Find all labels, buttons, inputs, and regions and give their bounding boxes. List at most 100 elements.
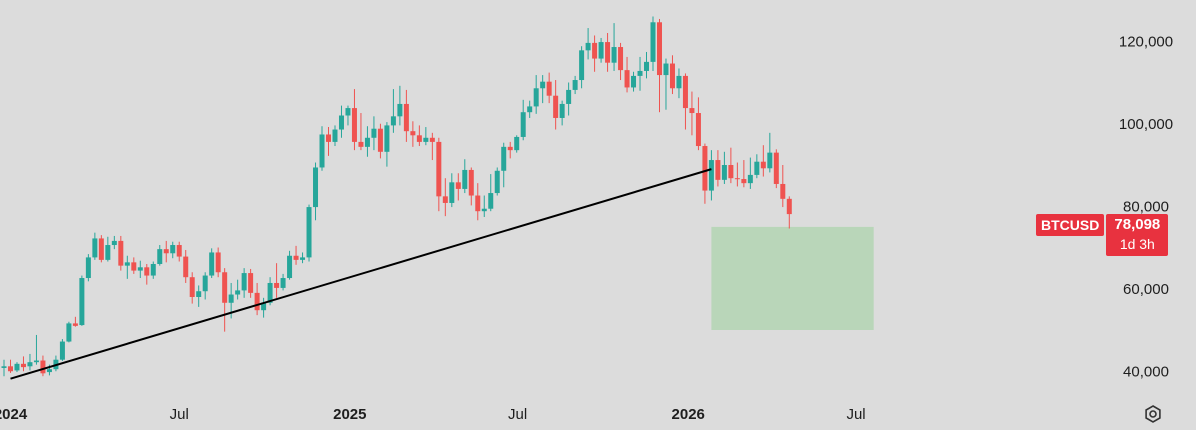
candle-body (20, 363, 26, 368)
candle-body (410, 131, 416, 136)
candle-body (442, 196, 448, 203)
candle-body (66, 323, 72, 342)
candle-body (728, 165, 734, 179)
candle-body (390, 116, 396, 126)
candle-body (92, 238, 98, 258)
y-tick-label: 120,000 (1119, 33, 1173, 50)
candles-group (1, 16, 792, 377)
candle-body (592, 42, 598, 59)
candle-body (644, 61, 650, 71)
candle-body (488, 193, 494, 209)
candle-body (624, 70, 630, 88)
settings-icon[interactable] (1143, 404, 1163, 424)
candle-body (137, 267, 143, 271)
candle-body (313, 167, 319, 208)
candle-body (507, 146, 513, 151)
candle-body (124, 262, 130, 266)
candle-body (46, 369, 52, 373)
candle-body (157, 249, 163, 264)
candle-body (741, 179, 747, 184)
candle-body (780, 183, 786, 199)
candle-body (319, 134, 325, 168)
candle-body (338, 115, 344, 130)
candle-body (754, 161, 760, 175)
candle-body (287, 255, 293, 279)
bar-countdown: 1d 3h (1119, 236, 1155, 252)
candle-body (429, 137, 435, 142)
candle-body (215, 252, 221, 273)
candle-body (189, 277, 195, 297)
candle-body (248, 273, 254, 293)
candle-body (235, 290, 241, 295)
candle-body (98, 238, 104, 260)
symbol-label: BTCUSD (1036, 214, 1105, 236)
candle-body (585, 42, 591, 51)
candle-body (111, 240, 117, 246)
y-tick-label: 80,000 (1123, 198, 1169, 215)
time-axis[interactable]: 2024 Jul 2025 Jul 2026 Jul (0, 406, 866, 423)
candle-body (494, 170, 500, 194)
candle-body (546, 81, 552, 96)
candle-body (462, 169, 468, 189)
candle-body (222, 272, 228, 303)
candle-body (14, 363, 20, 371)
last-price-box: 78,098 1d 3h (1106, 214, 1169, 256)
candle-body (7, 366, 13, 372)
candle-body (358, 141, 364, 147)
x-tick-label: 2024 (0, 406, 28, 423)
candle-body (721, 165, 727, 180)
candle-body (261, 302, 267, 311)
candle-body (163, 249, 169, 254)
candle-body (371, 128, 377, 138)
candle-body (72, 323, 78, 326)
candle-body (501, 146, 507, 171)
candle-body (332, 129, 338, 142)
candle-body (598, 42, 604, 59)
candle-body (416, 135, 422, 142)
target-zone (711, 226, 874, 330)
candle-body (618, 47, 624, 71)
candle-body (377, 128, 383, 152)
candle-body (118, 240, 124, 266)
candle-body (481, 208, 487, 212)
candle-body (455, 182, 461, 189)
candle-body (364, 137, 370, 147)
candle-body (202, 275, 208, 292)
candle-body (274, 282, 280, 288)
candle-body (1, 366, 7, 368)
candle-body (514, 136, 520, 151)
x-tick-label: 2025 (333, 406, 366, 423)
candle-body (345, 108, 351, 116)
candle-body (527, 106, 533, 113)
candle-body (27, 362, 33, 367)
candle-body (579, 50, 585, 81)
candle-body (676, 75, 682, 89)
x-tick-label: 2026 (672, 406, 705, 423)
candle-body (280, 278, 286, 288)
candle-body (423, 137, 429, 142)
last-price: 78,098 (1114, 216, 1161, 233)
candle-body (611, 47, 617, 63)
candle-body (293, 255, 299, 260)
price-axis[interactable]: 120,000 100,000 80,000 60,000 40,000 (1119, 33, 1173, 380)
candle-body (767, 152, 773, 169)
candle-body (105, 245, 111, 260)
x-tick-label: Jul (846, 406, 865, 423)
candle-body (520, 112, 526, 137)
candle-body (773, 152, 779, 184)
candle-body (449, 182, 455, 203)
y-tick-label: 60,000 (1123, 281, 1169, 298)
candle-body (59, 341, 65, 360)
candle-body (650, 22, 656, 62)
candle-body (572, 80, 578, 90)
candle-body (351, 108, 357, 142)
candle-body (553, 95, 559, 118)
candle-body (747, 174, 753, 184)
candle-body (540, 81, 546, 89)
candle-body (605, 42, 611, 63)
candle-body (708, 160, 714, 191)
candle-body (566, 89, 572, 104)
candle-body (254, 292, 260, 311)
candle-body (715, 160, 721, 180)
